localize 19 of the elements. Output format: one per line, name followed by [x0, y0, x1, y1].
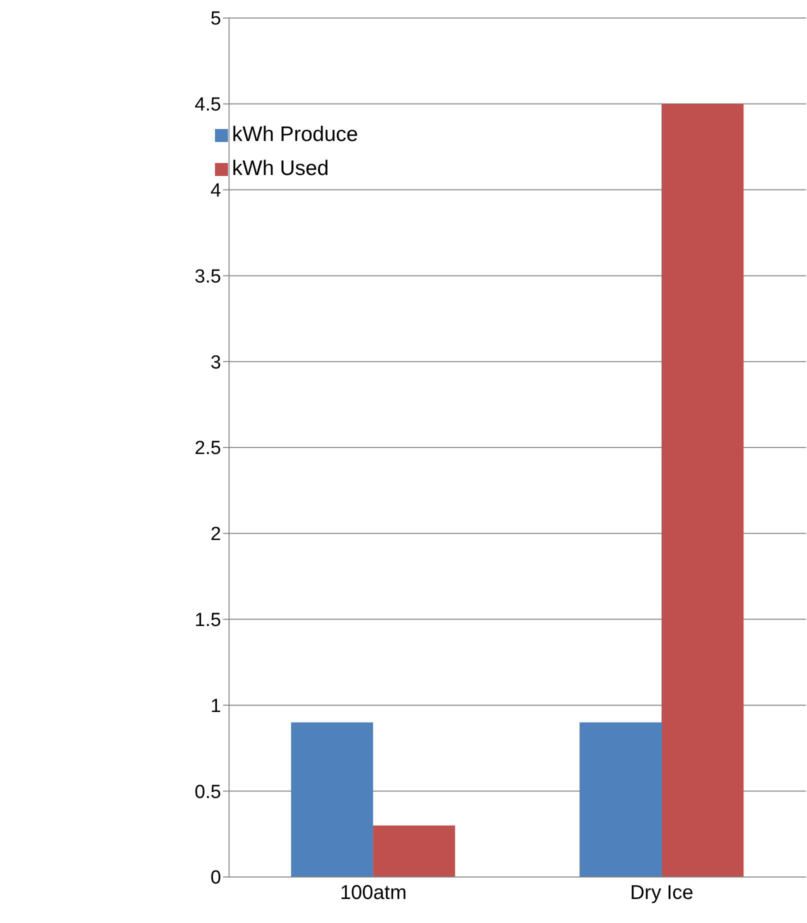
x-tick-label: 100atm: [340, 882, 407, 904]
y-tick-label: 1: [210, 696, 222, 717]
bar: [580, 722, 662, 877]
y-tick-label: 3: [210, 352, 222, 374]
bar: [291, 722, 374, 877]
y-tick-label: 2: [210, 524, 222, 546]
legend-label: kWh Produce: [232, 123, 358, 146]
y-tick-label: 4.5: [194, 94, 222, 116]
y-tick-label: 5: [210, 8, 222, 30]
y-tick-label: 1.5: [194, 610, 222, 632]
y-tick-label: 0: [210, 868, 222, 889]
legend-label: kWh Used: [232, 157, 329, 180]
y-tick-label: 3.5: [194, 266, 222, 288]
y-tick-label: 0.5: [194, 782, 222, 803]
y-tick-label: 4: [210, 180, 222, 202]
x-tick-label: Dry Ice: [630, 882, 694, 904]
bar: [662, 104, 744, 877]
bar: [373, 825, 456, 877]
y-tick-label: 2.5: [194, 438, 222, 460]
